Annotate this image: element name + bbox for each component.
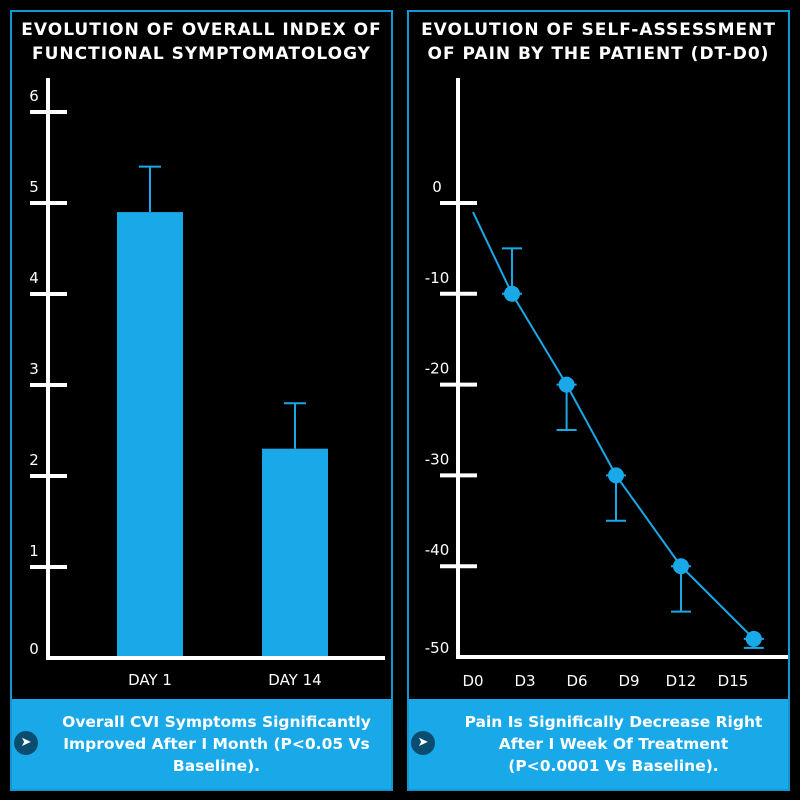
right-x-tick-label: D3	[514, 672, 535, 690]
right-caption: ➤ Pain Is Significally Decrease Right Af…	[409, 699, 788, 789]
right-x-tick-label: D15	[718, 672, 749, 690]
pain-series-point	[504, 285, 520, 302]
left-chart-title: Evolution of overall index of functional…	[21, 20, 382, 64]
arrow-right-icon: ➤	[14, 731, 38, 755]
left-y-tick-label: 4	[29, 269, 39, 287]
right-x-tick-label: D0	[462, 672, 483, 690]
bar	[262, 448, 328, 656]
left-y-tick-label: 1	[29, 542, 39, 560]
right-x-tick-label: D12	[666, 672, 697, 690]
left-caption: ➤ Overall CVI Symptoms Significantly Imp…	[12, 699, 391, 789]
right-chart-title: Evolution of self-assessment of pain by …	[421, 20, 776, 64]
left-x-tick-label: DAY 1	[128, 671, 172, 689]
pain-series-point	[608, 467, 624, 484]
right-y-tick-label: -30	[425, 450, 450, 468]
left-caption-text: Overall CVI Symptoms Significantly Impro…	[62, 713, 371, 775]
right-caption-text: Pain Is Significally Decrease Right Afte…	[464, 713, 763, 775]
pain-series-point	[673, 558, 689, 575]
right-y-tick-label: -40	[425, 541, 450, 559]
left-x-tick-label: DAY 14	[268, 671, 321, 689]
right-y-tick-label: 0	[432, 178, 442, 196]
left-y-tick-label: 3	[29, 360, 39, 378]
right-y-tick-label: -50	[425, 639, 450, 657]
pain-series-point	[558, 376, 575, 393]
pain-series-point	[745, 630, 762, 647]
left-y-tick-label: 5	[29, 178, 39, 196]
bar	[117, 212, 183, 656]
pain-series-line	[472, 211, 755, 640]
left-y-tick-label: 0	[29, 640, 39, 658]
left-y-tick-label: 2	[29, 451, 39, 469]
left-panel: Evolution of overall index of functional…	[10, 10, 393, 791]
right-x-tick-label: D9	[618, 672, 639, 690]
right-x-tick-label: D6	[566, 672, 587, 690]
arrow-right-icon: ➤	[411, 731, 435, 755]
right-y-tick-label: -20	[425, 360, 450, 378]
left-y-tick-label: 6	[29, 87, 39, 105]
right-y-tick-label: -10	[425, 269, 450, 287]
right-panel: Evolution of self-assessment of pain by …	[407, 10, 790, 791]
